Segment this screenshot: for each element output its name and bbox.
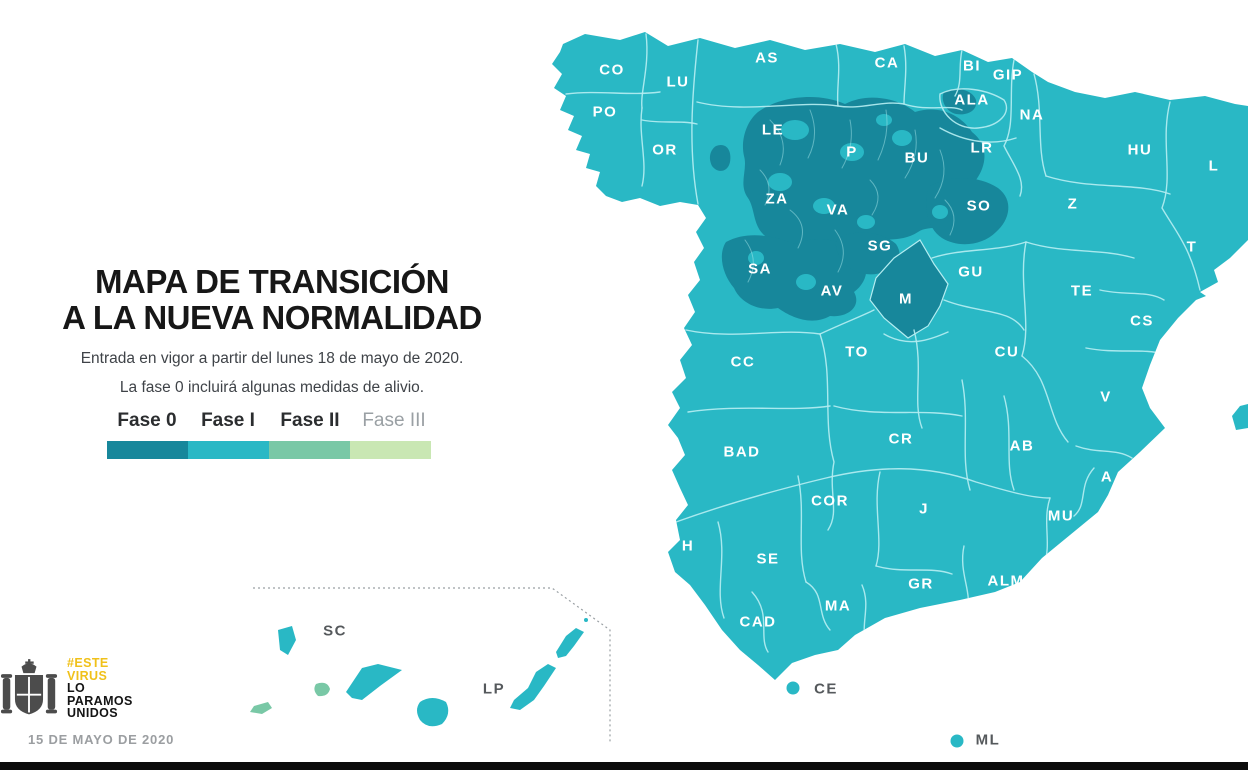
campaign-line-lo: LO	[67, 681, 86, 695]
legend-swatch-fase-0	[107, 441, 188, 459]
campaign-logo: #ESTE VIRUS LO PARAMOS UNIDOS	[67, 657, 133, 720]
tenerife-island	[346, 664, 402, 700]
fuerteventura-island	[510, 664, 556, 710]
legend-label-fase-0: Fase 0	[117, 410, 177, 431]
subtitle: Entrada en vigor a partir del lunes 18 d…	[32, 344, 512, 402]
title-line-1: MAPA DE TRANSICIÓN	[95, 263, 450, 301]
canary-islands-inset	[250, 587, 611, 742]
subtitle-line-1: Entrada en vigor a partir del lunes 18 d…	[80, 349, 464, 367]
page-title: MAPA DE TRANSICIÓN A LA NUEVA NORMALIDAD	[32, 264, 512, 336]
phase-legend-labels: Fase 0 Fase I Fase II Fase III	[0, 410, 1248, 432]
publication-date: 15 DE MAYO DE 2020	[28, 732, 175, 747]
legend-swatch-fase-i	[188, 441, 269, 459]
la-gomera-island	[314, 682, 330, 697]
ceuta-dot	[786, 681, 800, 695]
inset-dotted-border	[253, 587, 611, 742]
lanzarote-island	[556, 628, 584, 658]
islet-dot	[584, 618, 588, 622]
province-borders	[565, 33, 1201, 653]
bottom-black-bar	[0, 762, 1248, 770]
fase1-patch-holes	[748, 114, 948, 290]
campaign-line-virus: VIRUS	[67, 668, 108, 683]
campaign-line-paramos: PARAMOS	[67, 693, 133, 708]
gran-canaria-island	[417, 698, 449, 727]
title-line-2: A LA NUEVA NORMALIDAD	[62, 299, 482, 337]
legend-label-fase-ii: Fase II	[280, 410, 340, 431]
madrid-fase0-zone	[869, 239, 949, 339]
campaign-line-este: #ESTE	[67, 656, 109, 670]
melilla-dot	[950, 734, 964, 748]
legend-label-fase-i: Fase I	[201, 410, 255, 431]
health-zone-borders	[744, 109, 955, 283]
balearic-fragment	[1232, 404, 1248, 430]
phase-legend-bar	[107, 441, 431, 459]
subtitle-line-2: La fase 0 incluirá algunas medidas de al…	[119, 378, 425, 396]
legend-swatch-fase-ii	[269, 441, 350, 459]
campaign-line-unidos: UNIDOS	[67, 706, 119, 720]
spain-coat-of-arms-icon	[0, 659, 58, 715]
la-palma-island	[278, 626, 296, 655]
legend-label-fase-iii: Fase III	[362, 410, 426, 431]
el-hierro-island	[250, 702, 272, 714]
legend-swatch-fase-iii	[350, 441, 431, 459]
